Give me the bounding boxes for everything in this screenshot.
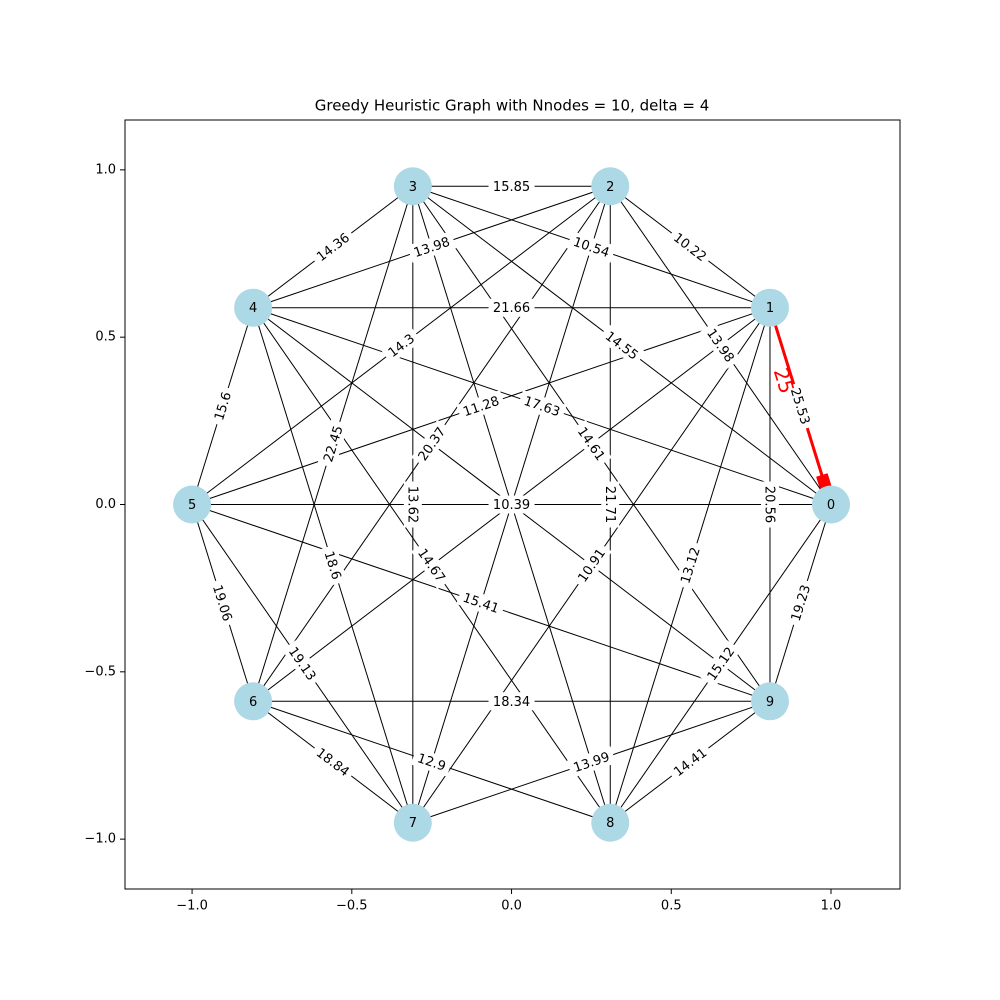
edge-label-box [570,419,612,468]
chart-title: Greedy Heuristic Graph with Nnodes = 10,… [315,97,710,115]
edge-label-text: 18.34 [493,695,530,710]
edge-label: 21.71 [601,481,620,528]
edge-label-box [407,231,457,263]
edge-label-text: 13.62 [404,486,419,523]
edge-label-box [318,544,348,587]
edge-label-box [674,540,706,590]
edge-label-box [601,481,620,528]
node [234,682,273,721]
edge-label: 20.56 [760,481,779,528]
edge-label: 15.85 [488,177,535,196]
node-label: 0 [827,498,835,513]
node [811,485,850,524]
edge-label-text: 21.66 [493,301,530,316]
node-label: 8 [606,816,614,831]
edge-label-box [207,578,239,628]
edge-label-box [488,495,535,514]
edge-label: 18.6 [318,544,348,587]
y-tick-label: −1.0 [84,832,116,847]
edge-label-box [488,692,535,711]
node [591,167,630,206]
edge-label-text: 10.39 [493,498,530,513]
node [393,167,432,206]
y-tick-label: −0.5 [84,664,116,679]
edge-label-text: 21.71 [602,486,617,523]
edge-label-box [700,639,742,688]
edge-label-text: 15.85 [493,180,530,195]
edge-label: 10.54 [566,231,617,263]
node [591,803,630,842]
node-label: 9 [766,695,774,710]
node [750,682,789,721]
node [750,288,789,327]
node-label: 5 [188,498,196,513]
edge-label-box [380,326,422,365]
edge-label-box [488,298,535,317]
x-tick-label: −0.5 [336,899,368,914]
edge-label-box [566,231,617,263]
edge-label-box [281,639,323,688]
edge-label-box [700,321,742,370]
edge-label: 21.66 [488,298,535,317]
node-label: 4 [249,301,257,316]
edge-label: 13.62 [403,481,422,528]
edge-label-box [403,481,422,528]
node-label: 3 [409,180,417,195]
edge-label: 15.6 [208,385,237,427]
edge-label-box [411,419,453,468]
edge-label-box [488,177,535,196]
x-tick-label: −1.0 [176,899,208,914]
edge-label-box [517,390,567,423]
edge-label: 10.39 [488,495,535,514]
x-tick-label: 0.5 [661,899,682,914]
node-label: 7 [409,816,417,831]
node-label: 2 [606,180,614,195]
node-label: 6 [249,695,257,710]
edge-label-box [317,419,349,469]
edge-label-box [598,324,646,367]
edge-label-box [411,541,453,590]
edge-label-box [666,225,714,269]
edge-label-box [785,381,816,431]
edge-label-box [760,481,779,528]
edge-label-box [456,390,506,423]
edge-label-box [309,225,357,269]
edge-label-box [456,586,506,619]
node [234,288,273,327]
node [393,803,432,842]
x-tick-label: 1.0 [821,899,842,914]
edge-label-box [785,578,816,628]
edge-label-box [309,740,357,784]
edge-label-box [410,747,453,777]
y-tick-label: 1.0 [95,162,116,177]
edge-label-box [208,385,237,427]
edge-label-text: 20.56 [761,486,776,523]
edge-label-box [566,746,617,778]
edge-label: 18.34 [488,692,535,711]
edge-label-box [666,740,714,784]
y-tick-label: 0.5 [95,330,116,345]
node [173,485,212,524]
node-label: 1 [766,301,774,316]
y-tick-label: 0.0 [95,497,116,512]
edge-label-box [570,541,612,590]
x-tick-label: 0.0 [501,899,522,914]
